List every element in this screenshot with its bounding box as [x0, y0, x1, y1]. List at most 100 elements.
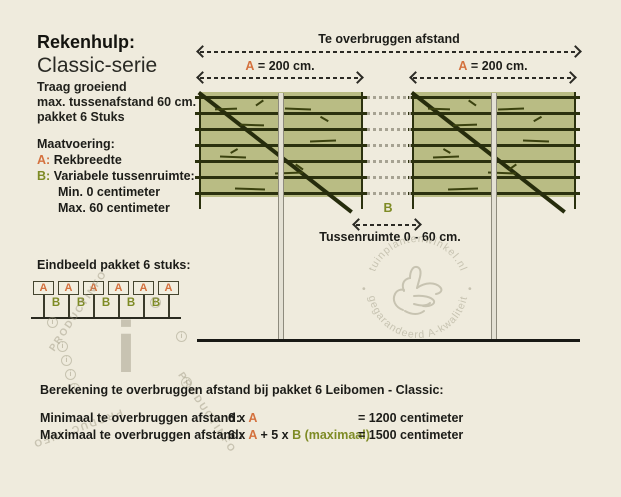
- rek-box: A: [58, 281, 79, 295]
- branch-twig: [234, 187, 266, 191]
- gap-dotted-wire: [367, 192, 411, 195]
- branch-twig: [284, 107, 312, 110]
- legend-label-b: Variabele tussenruimte:: [53, 169, 195, 183]
- gap-label: B: [126, 297, 136, 309]
- arrow-right-icon: [351, 71, 364, 84]
- legend-label-a: Rekbreedte: [53, 153, 122, 167]
- info-circle-icon: i: [57, 341, 68, 352]
- gap-dotted-wire: [367, 176, 411, 179]
- info-circle-icon: i: [69, 383, 80, 394]
- span-a-label-right: A = 200 cm.: [413, 59, 573, 73]
- rek-post: [167, 295, 170, 318]
- branch-twig: [255, 99, 264, 106]
- info-circle-icon: i: [61, 355, 72, 366]
- branch-twig: [533, 115, 542, 122]
- panel-leg: [361, 92, 363, 209]
- formula-a-key: A: [248, 411, 258, 425]
- page-title: Rekenhulp:: [37, 32, 136, 52]
- branch-twig: [320, 115, 329, 122]
- span-a-value: = 200 cm.: [467, 59, 528, 73]
- calc-max-label: Maximaal te overbruggen afstand:: [40, 428, 243, 442]
- span-a-key: A: [458, 59, 468, 73]
- legend-key-b: B:: [37, 169, 51, 183]
- gap-label: B: [51, 297, 61, 309]
- branch-twig: [447, 187, 479, 191]
- branch-twig: [230, 148, 238, 154]
- rek-box: A: [158, 281, 179, 295]
- gap-dotted-wire: [367, 160, 411, 163]
- span-a-value: = 200 cm.: [254, 59, 315, 73]
- formula-count: 6 x: [228, 428, 249, 442]
- tree-trunk-left: [278, 93, 284, 340]
- gap-label: B: [101, 297, 111, 309]
- branch-twig: [214, 107, 238, 110]
- header-note-distance: max. tussenafstand 60 cm.: [37, 95, 197, 109]
- gap-b-arrow: [352, 218, 422, 231]
- gap-label: B: [76, 297, 86, 309]
- rek-post: [42, 295, 45, 318]
- legend-b-max: Max. 60 centimeter: [58, 201, 170, 215]
- formula-plus: + 5 x: [256, 428, 293, 442]
- branch-twig: [468, 99, 477, 106]
- info-circle-icon: i: [47, 317, 58, 328]
- gap-dotted-wire: [367, 112, 411, 115]
- svg-text:gegarandeerd A-kwaliteit: gegarandeerd A-kwaliteit: [366, 294, 471, 341]
- calc-min-result: = 1200 centimeter: [358, 411, 464, 425]
- arrow-left-icon: [409, 71, 422, 84]
- gap-b-key: B: [383, 201, 393, 215]
- total-distance-label: Te overbruggen afstand: [318, 32, 460, 46]
- rek-box: A: [133, 281, 154, 295]
- ground-line: [197, 339, 580, 342]
- branch-twig: [452, 123, 478, 126]
- rek-box: A: [83, 281, 104, 295]
- header-note-growth: Traag groeiend: [37, 80, 127, 94]
- legend-key-a: A:: [37, 153, 51, 167]
- legend-row-a: A: Rekbreedte: [37, 153, 122, 167]
- branch-twig: [309, 139, 337, 142]
- panel-leg: [412, 92, 414, 209]
- gap-dotted-wire: [367, 144, 411, 147]
- stamp-separator: •: [362, 283, 367, 295]
- arrow-left-icon: [196, 71, 209, 84]
- rek-box: A: [108, 281, 129, 295]
- stamp-bottom-text: gegarandeerd A-kwaliteit: [366, 294, 470, 341]
- span-a-key: A: [245, 59, 255, 73]
- gap-dotted-wire: [367, 128, 411, 131]
- stamp-separator: •: [468, 283, 473, 295]
- formula-count: 6 x: [228, 411, 249, 425]
- branch-twig: [497, 107, 525, 110]
- formula-b-key: B: [292, 428, 302, 442]
- calc-max-result: = 1500 centimeter: [358, 428, 464, 442]
- span-a-arrow-right: [409, 71, 577, 84]
- info-circle-icon: i: [176, 331, 187, 342]
- calc-title: Berekening te overbruggen afstand bij pa…: [40, 383, 444, 397]
- quality-stamp-watermark: tuinplantenwinkel.nl gegarandeerd A-kwal…: [362, 233, 473, 341]
- info-circle-icon: i: [150, 297, 161, 308]
- formula-a-key: A: [248, 428, 257, 442]
- branch-twig: [432, 155, 460, 158]
- schematic-title: Eindbeeld pakket 6 stuks:: [37, 258, 191, 272]
- legend-row-b: B: Variabele tussenruimte:: [37, 169, 195, 183]
- rek-post: [67, 295, 70, 318]
- arrow-left-icon: [196, 45, 209, 58]
- gap-range-label: Tussenruimte 0 - 60 cm.: [319, 230, 461, 244]
- calc-min-label: Minimaal te overbruggen afstand:: [40, 411, 241, 425]
- panel-leg: [199, 92, 201, 209]
- legend-b-min: Min. 0 centimeter: [58, 185, 161, 199]
- rek-post: [142, 295, 145, 318]
- total-distance-arrow: [196, 45, 582, 58]
- panel-leg: [574, 92, 576, 209]
- tree-trunk-right: [491, 93, 497, 340]
- branch-twig: [522, 139, 550, 142]
- calc-max-formula: 6 x A + 5 x B (maximaal): [228, 428, 370, 442]
- arrow-right-icon: [564, 71, 577, 84]
- legend-title: Maatvoering:: [37, 137, 115, 151]
- gap-dotted-wire: [367, 96, 411, 99]
- info-i-watermark: i: [115, 308, 136, 388]
- thumbs-up-icon: [392, 265, 443, 315]
- header-note-package: pakket 6 Stuks: [37, 110, 125, 124]
- calc-min-formula: 6 x A: [228, 411, 257, 425]
- branch-twig: [443, 148, 451, 154]
- rek-post: [117, 295, 120, 318]
